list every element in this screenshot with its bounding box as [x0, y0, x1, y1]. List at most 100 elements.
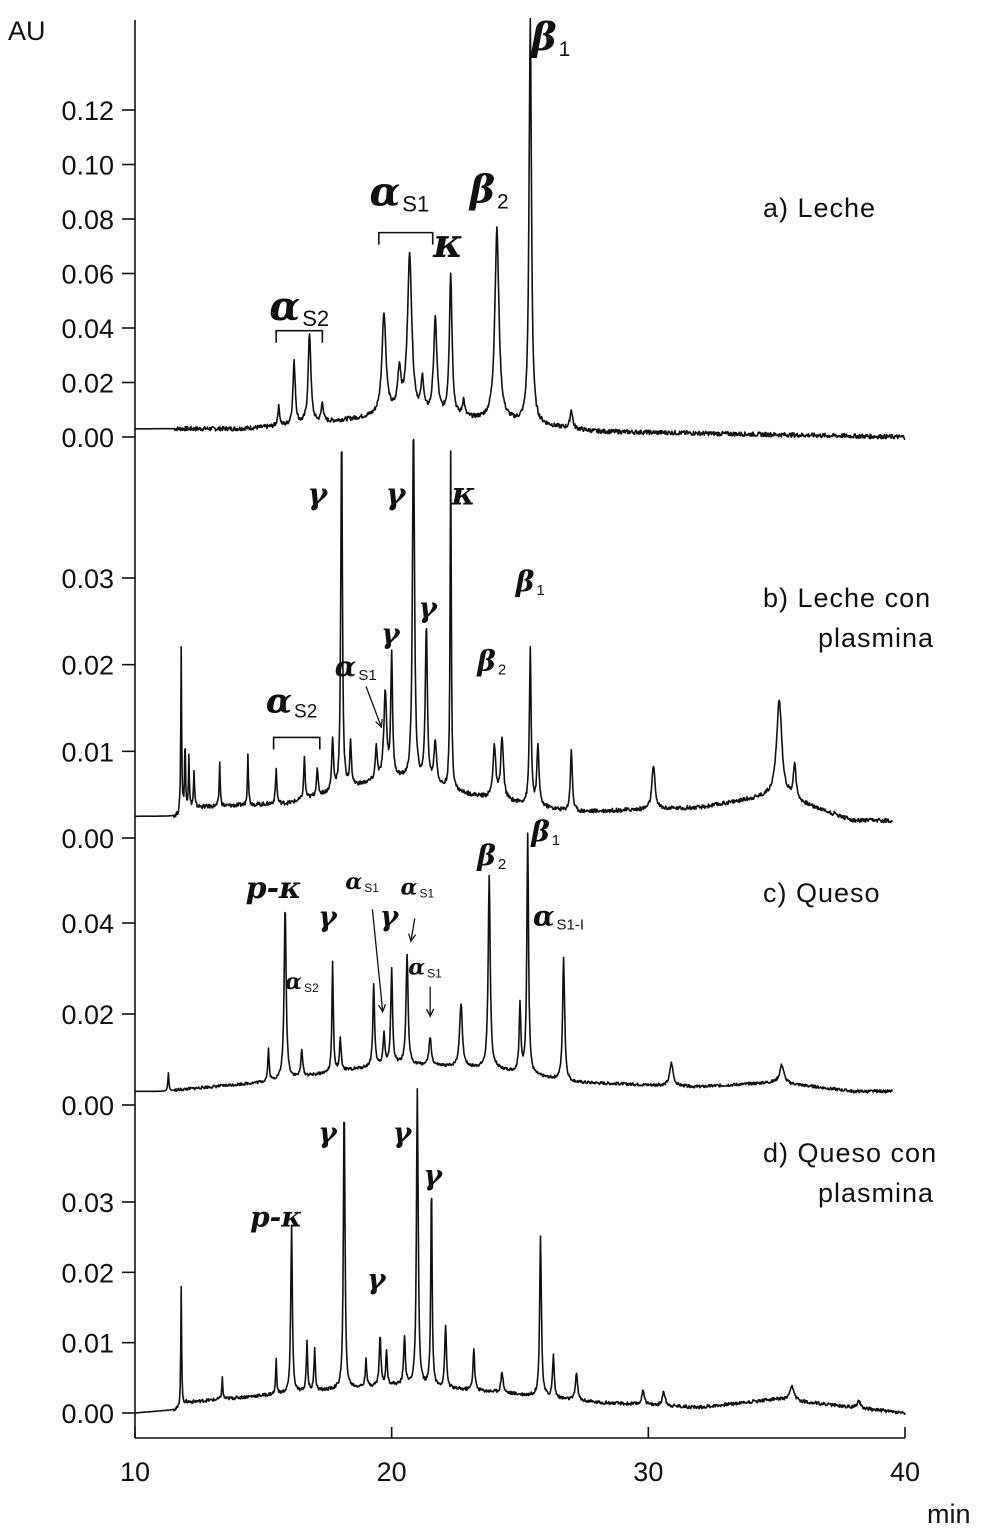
peak-label: γ [393, 1116, 413, 1149]
peak-label-symbol: β [476, 839, 496, 872]
peak-label-symbol: γ [423, 1158, 443, 1191]
peak-label-symbol: β [515, 565, 535, 598]
peak-label-subscript: S2 [294, 701, 317, 722]
y-tick-label: 0.03 [61, 1188, 114, 1218]
y-tick-label: 0.02 [61, 1258, 114, 1288]
peak-label-symbol: γ [367, 1263, 387, 1296]
peak-label-symbol: α [266, 681, 292, 721]
peak-pointer-arrowhead [426, 1008, 435, 1018]
peak-label: γ [367, 1263, 387, 1296]
y-tick-label: 0.00 [61, 1399, 114, 1429]
panel-title-a: a) Leche [763, 193, 876, 223]
peak-label-symbol: α [401, 874, 418, 900]
y-tick-label: 0.01 [61, 1329, 114, 1359]
peak-label: κ [451, 474, 476, 512]
y-tick-label: 0.00 [61, 824, 114, 854]
peak-label: β1 [529, 14, 570, 61]
peak-label-subscript: S1 [402, 191, 429, 216]
x-tick-label: 40 [890, 1457, 920, 1487]
peak-label: αS1 [370, 168, 430, 216]
x-axis-ticks: 10 20 30 40 [120, 1427, 920, 1487]
peak-label-subscript: S1 [364, 881, 379, 895]
peak-label: p-κ [250, 1201, 302, 1234]
peak-label-symbol: γ [307, 477, 328, 512]
peak-label-subscript: 1 [559, 38, 571, 61]
panel-title-b: b) Leche con [763, 583, 931, 613]
peak-label-symbol: γ [318, 900, 338, 933]
y-tick-label: 0.02 [61, 651, 114, 681]
peak-label-subscript: S1 [358, 667, 376, 684]
y-tick-label: 0.06 [61, 260, 114, 290]
peak-label: γ [418, 591, 438, 624]
y-tick-label: 0.10 [61, 151, 114, 181]
peak-label-subscript: 1 [552, 832, 560, 849]
peak-group-bracket [275, 329, 324, 343]
peak-label: p-κ [246, 871, 302, 906]
peak-group-bracket [272, 736, 321, 750]
y-tick-label: 0.03 [61, 564, 114, 594]
chromatogram-trace-c [134, 832, 893, 1094]
peak-label: γ [318, 1116, 338, 1149]
x-unit-label: min [927, 1499, 971, 1529]
chromatogram-trace-a [134, 17, 906, 441]
peak-pointer-arrowhead [375, 719, 383, 729]
panel-title-d: plasmina [818, 1178, 934, 1208]
peak-group-bracket [378, 231, 434, 245]
peak-label-symbol: β [476, 645, 496, 678]
y-tick-label: 0.00 [61, 1091, 114, 1121]
peak-label-subscript: 2 [498, 662, 506, 679]
peak-label-symbol: γ [393, 1116, 413, 1149]
peak-pointer-arrow [410, 918, 416, 942]
panel-title-b: plasmina [818, 623, 934, 653]
peak-label: β2 [468, 167, 509, 214]
chromatogram-trace-d [134, 1088, 906, 1416]
peak-label-symbol: α [533, 900, 555, 933]
panel-a: 0.000.020.040.060.080.100.12a) LecheαS2α… [61, 14, 906, 453]
peak-label-symbol: γ [381, 617, 401, 650]
peak-label-symbol: α [370, 168, 401, 215]
y-tick-label: 0.02 [61, 1000, 114, 1030]
peak-label-subscript: S1 [427, 966, 442, 980]
peak-label: γ [380, 899, 400, 932]
peak-label-symbol: α [408, 954, 425, 980]
peak-label: γ [381, 617, 401, 650]
y-tick-label: 0.12 [61, 96, 114, 126]
peak-label: γ [386, 477, 407, 512]
peak-label-subscript: 1 [536, 582, 544, 599]
peak-label-subscript: 2 [498, 856, 506, 873]
y-tick-label: 0.04 [61, 314, 114, 344]
peak-label: γ [318, 900, 338, 933]
x-tick-label: 20 [377, 1457, 407, 1487]
peak-label: γ [307, 477, 328, 512]
peak-pointer-arrow [365, 686, 383, 728]
peak-label-subscript: S2 [304, 981, 319, 995]
peak-label-symbol: κ [451, 474, 476, 512]
peak-label: αS2 [269, 283, 329, 331]
panel-title-d: d) Queso con [763, 1138, 937, 1168]
peak-label-symbol: p-κ [250, 1201, 302, 1234]
peak-label-symbol: p-κ [246, 871, 302, 906]
y-tick-label: 0.00 [61, 423, 114, 453]
peak-label-symbol: γ [386, 477, 407, 512]
peak-label-subscript: S2 [302, 306, 329, 331]
peak-pointer-arrow [371, 909, 384, 1012]
peak-label-symbol: α [335, 650, 357, 683]
peak-label-symbol: γ [418, 591, 438, 624]
peak-label: κ [432, 220, 463, 267]
peak-label-symbol: β [468, 167, 495, 212]
x-tick-label: 10 [120, 1457, 150, 1487]
chromatogram-panels: 0.000.020.040.060.080.100.12a) LecheαS2α… [61, 14, 937, 1429]
peak-label-symbol: γ [318, 1116, 338, 1149]
peak-label-symbol: α [269, 283, 300, 330]
